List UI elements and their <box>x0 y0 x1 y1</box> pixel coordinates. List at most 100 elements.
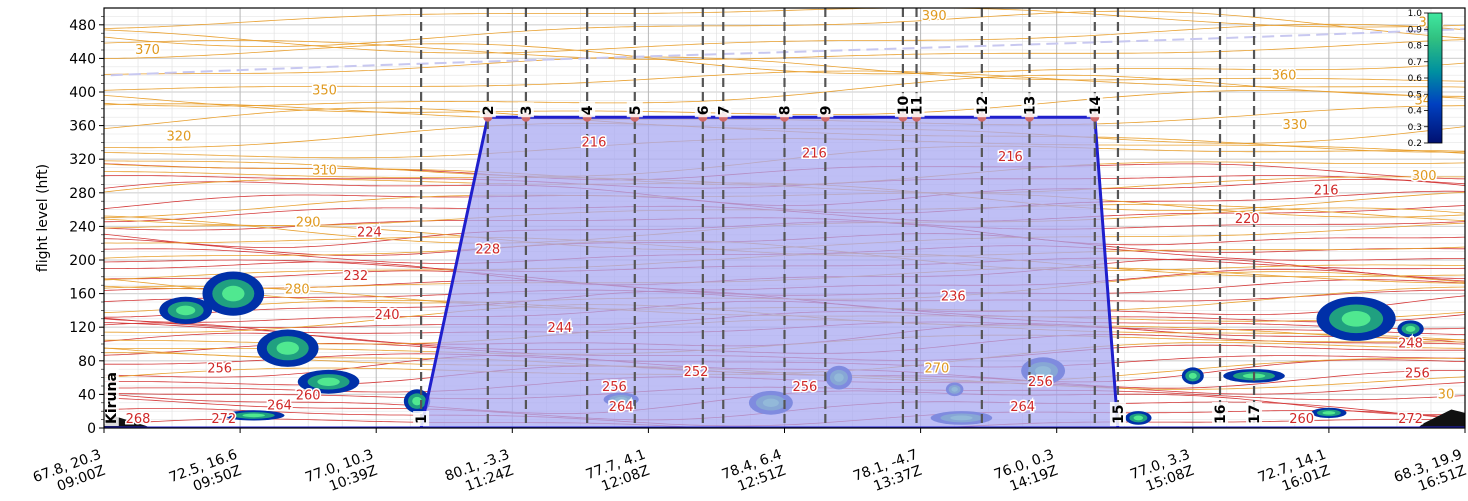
cloud-blob-core <box>242 413 265 418</box>
waypoint-label-14: 14 <box>1088 95 1104 115</box>
temperature-label-11: 252 <box>684 365 709 380</box>
potential-temperature-label-6: 270 <box>925 362 950 377</box>
y-tick-label-400: 400 <box>69 85 96 101</box>
temperature-label-6: 272 <box>211 412 236 427</box>
y-tick-label-40: 40 <box>78 387 96 403</box>
temperature-label-16: 236 <box>941 289 966 304</box>
waypoint-label-12: 12 <box>975 96 991 115</box>
temperature-label-4: 260 <box>296 388 321 403</box>
temperature-label-10: 244 <box>548 321 573 336</box>
waypoint-lines <box>420 8 1256 428</box>
waypoint-label-bg <box>1212 402 1229 426</box>
x-axis: 67.8, 20.309:00Z 72.5, 16.609:50Z 77.0, 10… <box>31 428 1468 495</box>
temperature-label-15: 216 <box>998 150 1023 165</box>
waypoint-label-7: 7 <box>716 105 732 115</box>
colorbar-tick-label-4: 0.6 <box>1408 74 1423 84</box>
temperature-label-17: 256 <box>793 380 818 395</box>
waypoint-label-bg <box>1021 93 1038 118</box>
y-tick-label-120: 120 <box>69 320 96 336</box>
cloud-blob-core <box>176 305 196 316</box>
waypoint-label-16: 16 <box>1213 405 1229 424</box>
waypoint-label-bg <box>776 102 793 118</box>
waypoint-label-bg <box>1109 402 1126 426</box>
waypoint-label-bg <box>1246 402 1263 426</box>
colorbar-tick-label-0: 1.0 <box>1408 9 1423 19</box>
temperature-label-5: 264 <box>267 399 292 414</box>
y-axis-label: flight level (hft) <box>35 164 51 272</box>
temperature-label-14: 216 <box>802 147 827 162</box>
waypoint-label-bg <box>817 102 834 118</box>
y-tick-label-440: 440 <box>69 51 96 67</box>
cloud-blob-core <box>1405 325 1416 332</box>
potential-temperature-label-0: 370 <box>135 43 160 58</box>
cloud-blob-core <box>222 285 245 302</box>
y-tick-label-80: 80 <box>78 354 96 370</box>
cloud-blob-core <box>1188 372 1197 379</box>
potential-temperature-label-13: 300 <box>1412 169 1437 184</box>
colorbar-tick-label-8: 0.2 <box>1408 139 1422 149</box>
potential-temperature-label-14: 30 <box>1438 388 1455 403</box>
y-tick-label-0: 0 <box>87 421 96 437</box>
temperature-label-20: 220 <box>1235 212 1260 227</box>
waypoint-label-bg <box>626 102 643 118</box>
temperature-label-12: 256 <box>602 380 627 395</box>
temperature-label-24: 272 <box>1398 412 1423 427</box>
y-tick-label-240: 240 <box>69 219 96 235</box>
potential-temperature-label-8: 400 <box>1003 0 1028 7</box>
y-tick-label-480: 480 <box>69 18 96 34</box>
y-axis: 0 40 80 120 160 200 240 280 320 360 400 440 480 <box>69 16 104 437</box>
waypoint-label-bg <box>694 102 711 118</box>
waypoint-label-3: 3 <box>519 105 535 115</box>
colorbar-tick-label-7: 0.3 <box>1408 123 1422 133</box>
y-tick-label-280: 280 <box>69 186 96 202</box>
potential-temperature-label-7: 390 <box>922 9 947 24</box>
waypoint-label-11: 11 <box>910 96 926 115</box>
y-tick-label-320: 320 <box>69 152 96 168</box>
colorbar-tick-label-1: 0.9 <box>1408 25 1423 35</box>
waypoint-label-8: 8 <box>778 105 794 115</box>
temperature-label-22: 248 <box>1398 336 1423 351</box>
temperature-label-19: 264 <box>1010 400 1035 415</box>
temperature-label-13: 264 <box>609 400 634 415</box>
colorbar-tick-label-2: 0.8 <box>1408 42 1423 52</box>
cloud-blob-core <box>412 396 422 406</box>
y-tick-label-200: 200 <box>69 253 96 269</box>
temperature-isoline <box>104 418 1465 428</box>
waypoint-label-bg <box>894 93 911 118</box>
potential-temperature-label-5: 280 <box>285 283 310 298</box>
waypoint-label-0: Kiruna <box>104 372 120 424</box>
temperature-label-2: 240 <box>375 308 400 323</box>
waypoint-label-6: 6 <box>696 105 712 115</box>
waypoint-label-17: 17 <box>1247 405 1263 424</box>
colorbar-tick-label-3: 0.7 <box>1408 58 1422 68</box>
colorbar-tick-label-5: 0.5 <box>1408 90 1422 100</box>
waypoint-label-9: 9 <box>818 105 834 115</box>
cloud-blob-core <box>276 341 299 355</box>
temperature-label-9: 228 <box>475 242 500 257</box>
temperature-label-1: 232 <box>343 269 368 284</box>
waypoint-label-bg <box>715 102 732 118</box>
cloud-blob-core <box>1322 411 1336 415</box>
potential-temperature-label-2: 320 <box>166 130 191 145</box>
waypoint-label-bg <box>102 366 119 426</box>
temperature-label-8: 216 <box>582 136 607 151</box>
waypoint-label-bg <box>413 411 430 426</box>
potential-temperature-label-12: 330 <box>1282 118 1307 133</box>
cloud-blob-core <box>1341 311 1371 327</box>
waypoint-label-bg <box>517 102 534 118</box>
potential-temperature-isoline <box>104 56 1465 82</box>
waypoint-label-bg <box>973 93 990 118</box>
potential-temperature-label-1: 350 <box>312 84 337 99</box>
potential-temperature-label-10: 360 <box>1272 68 1297 83</box>
cloud-blob-core <box>317 377 340 386</box>
waypoint-label-bg <box>579 102 596 118</box>
cloud-blob-core <box>1133 415 1144 421</box>
waypoint-label-5: 5 <box>628 105 644 115</box>
waypoint-label-bg <box>908 93 925 118</box>
waypoint-label-4: 4 <box>580 105 596 115</box>
flight-path-area <box>421 117 1118 428</box>
temperature-label-7: 268 <box>126 412 151 427</box>
waypoint-label-bg <box>1086 93 1103 118</box>
